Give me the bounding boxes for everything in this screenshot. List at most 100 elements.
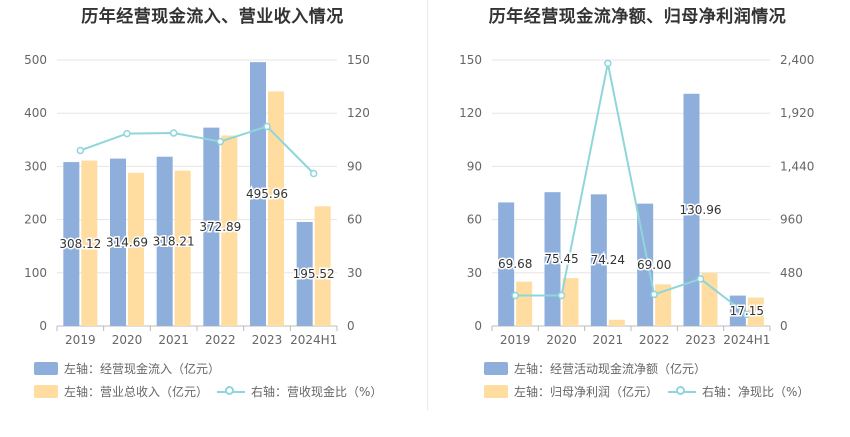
ratio-point	[511, 291, 519, 300]
left-axis-tick-label: 120	[459, 106, 482, 120]
chart-panel-cashflow-revenue: 历年经营现金流入、营业收入情况 0 0 100 30 200 60 300 90 400 120 5…	[24, 7, 382, 400]
ratio-point	[263, 122, 271, 131]
right-axis-tick-label: 1,440	[780, 159, 814, 173]
ratio-point	[169, 129, 178, 137]
left-axis-tick-label: 400	[24, 106, 47, 120]
legend-swatch-bar	[34, 385, 58, 398]
ratio-point	[309, 169, 318, 178]
bar-data-label: 195.52	[293, 267, 335, 281]
x-axis-tick-label: 2022	[205, 333, 236, 347]
bar-data-label: 69.68	[498, 257, 532, 271]
bar-secondary	[314, 206, 331, 326]
bar-data-label: 308.12	[59, 237, 101, 251]
right-axis-tick-label: 480	[780, 266, 803, 280]
bar-primary	[498, 202, 515, 326]
chart-panel-netcash-profit: 历年经营现金流净额、归母净利润情况 0 0 30 480 60 960 90 1,440 120…	[425, 0, 850, 437]
bar-primary	[544, 192, 561, 326]
left-axis-tick-label: 500	[24, 53, 47, 67]
legend-item-net-cash[interactable]: 左轴：经营活动现金流净额（亿元）	[484, 360, 706, 377]
bar-secondary	[174, 170, 191, 326]
right-axis-tick-label: 60	[347, 213, 362, 227]
x-axis-tick-label: 2021	[593, 333, 624, 347]
x-axis-tick-label: 2023	[685, 333, 716, 347]
ratio-line	[79, 125, 315, 175]
legend-label: 左轴：经营活动现金流净额（亿元）	[514, 362, 707, 376]
ratio-point	[696, 275, 705, 283]
bar-secondary	[747, 297, 764, 326]
chart-title: 历年经营现金流净额、归母净利润情况	[488, 7, 787, 27]
ratio-point	[743, 310, 751, 319]
legend-swatch-bar	[34, 362, 58, 375]
x-axis-tick-label: 2022	[639, 333, 670, 347]
ratio-point	[557, 291, 566, 300]
x-axis-tick-label: 2024H1	[290, 333, 337, 347]
bar-primary	[156, 156, 173, 326]
bar-secondary	[562, 278, 579, 326]
legend-swatch-bar	[484, 385, 508, 398]
left-axis-tick-label: 300	[24, 159, 47, 173]
legend-label: 左轴：营业总收入（亿元）	[64, 385, 209, 399]
legend-swatch-line	[668, 385, 696, 398]
left-axis-tick-label: 0	[474, 319, 482, 333]
left-axis-tick-label: 0	[39, 319, 47, 333]
bar-primary	[63, 162, 80, 326]
bar-data-label: 17.15	[730, 304, 764, 318]
legend-item-net-cash-ratio[interactable]: 右轴：净现比（%）	[668, 383, 809, 400]
bar-secondary	[268, 91, 284, 326]
legend-label: 右轴：营收现金比（%）	[251, 385, 383, 399]
panel-divider	[427, 0, 428, 410]
right-axis-tick-label: 1,920	[780, 106, 814, 120]
right-axis-tick-label: 90	[347, 159, 362, 173]
ratio-point	[604, 59, 612, 68]
x-axis-tick-label: 2021	[158, 333, 189, 347]
bar-secondary	[655, 284, 672, 326]
left-axis-tick-label: 150	[459, 53, 482, 67]
legend-item-revenue[interactable]: 左轴：营业总收入（亿元）	[34, 383, 208, 400]
bar-secondary	[81, 160, 98, 326]
bar-primary	[203, 127, 220, 326]
bar-primary	[110, 158, 126, 326]
right-axis-tick-label: 2,400	[780, 53, 814, 67]
bar-secondary	[221, 135, 238, 326]
bar-data-label: 69.00	[637, 258, 671, 272]
bar-data-label: 75.45	[544, 252, 578, 266]
legend-item-cash-ratio[interactable]: 右轴：营收现金比（%）	[217, 383, 382, 400]
bar-primary	[296, 221, 313, 326]
right-axis-tick-label: 150	[347, 53, 370, 67]
legend-label: 左轴：归母净利润（亿元）	[514, 385, 659, 399]
ratio-point	[216, 137, 225, 146]
left-axis-tick-label: 100	[24, 266, 47, 280]
bar-primary	[590, 194, 607, 326]
right-axis-tick-label: 120	[347, 106, 370, 120]
chart-svg-cashflow-revenue: 0 0 100 30 200 60 300 90 400 120 500 150 2019 2020 202…	[24, 53, 370, 347]
bar-data-label: 130.96	[680, 203, 722, 217]
ratio-line	[515, 63, 748, 316]
left-axis-tick-label: 60	[467, 213, 482, 227]
bar-primary	[683, 93, 700, 326]
ratio-point	[76, 146, 85, 155]
right-axis-tick-label: 30	[347, 266, 362, 280]
legend-item-cash-inflow[interactable]: 左轴：经营现金流入（亿元）	[34, 360, 220, 377]
bar-secondary	[608, 319, 625, 326]
left-axis-tick-label: 30	[467, 266, 482, 280]
ratio-point	[650, 290, 658, 299]
x-axis-tick-label: 2019	[65, 333, 96, 347]
bar-secondary	[128, 172, 144, 326]
legend-swatch-line	[217, 385, 245, 398]
x-axis-tick-label: 2024H1	[723, 333, 770, 347]
x-axis-tick-label: 2020	[112, 333, 143, 347]
bar-data-label: 495.96	[246, 187, 288, 201]
left-axis-tick-label: 90	[467, 159, 482, 173]
x-axis-tick-label: 2023	[252, 333, 283, 347]
x-axis-tick-label: 2020	[546, 333, 577, 347]
legend-item-net-profit[interactable]: 左轴：归母净利润（亿元）	[484, 383, 658, 400]
right-axis-tick-label: 0	[780, 319, 788, 333]
right-axis-tick-label: 960	[780, 213, 803, 227]
ratio-point	[123, 129, 131, 138]
bar-secondary	[516, 281, 533, 326]
legend-swatch-bar	[484, 362, 508, 375]
x-axis-tick-label: 2019	[500, 333, 531, 347]
legend-label: 右轴：净现比（%）	[702, 385, 810, 399]
legend-label: 左轴：经营现金流入（亿元）	[64, 362, 221, 376]
bar-data-label: 314.69	[106, 235, 148, 249]
